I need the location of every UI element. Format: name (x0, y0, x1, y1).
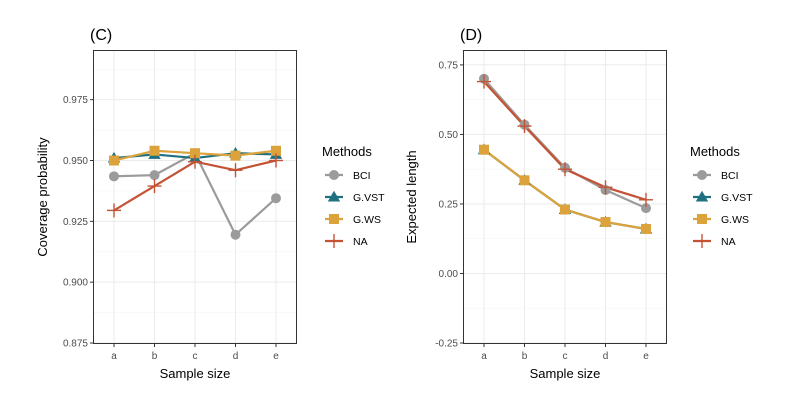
y-tick-label-c: 0.925 (63, 217, 88, 228)
y-tick-label-d: 0.50 (439, 130, 459, 141)
y-tick-label-c: 0.975 (63, 95, 88, 106)
y-tick-label-d: -0.25 (435, 339, 458, 350)
x-tick-label-c: b (152, 351, 158, 362)
legend-key-plus-icon-c (327, 234, 341, 248)
point-na-d-c (228, 163, 243, 178)
legend-label-g-vst-d: G.VST (721, 192, 753, 204)
x-tick-label-d: c (563, 351, 568, 362)
y-tick-label-c: 0.900 (63, 278, 88, 289)
legend-c: Methods BCI G.VST G.WS NA (322, 144, 385, 248)
legend-key-triangle-icon-c (327, 190, 341, 202)
y-tick-label-c: 0.875 (63, 339, 88, 350)
point-na-e-c (269, 153, 283, 168)
point-na-a-c (107, 203, 121, 218)
legend-title-c: Methods (322, 144, 372, 159)
y-tick-label-c: 0.950 (63, 156, 88, 167)
x-tick-label-d: e (643, 351, 649, 362)
legend-key-triangle-icon-d (695, 190, 709, 202)
legend-title-d: Methods (690, 144, 740, 159)
x-tick-label-d: b (522, 351, 528, 362)
legend-label-g-vst-c: G.VST (353, 192, 385, 204)
point-bci-e-c (271, 193, 281, 204)
legend-key-square-icon-d (697, 214, 707, 224)
x-axis-title-c: Sample size (160, 366, 231, 381)
point-g-ws-c-c (190, 148, 200, 159)
point-na-c-d (558, 162, 572, 177)
x-tick-label-d: d (603, 351, 609, 362)
legend-label-g-ws-d: G.WS (721, 214, 749, 226)
panel-coverage-probability: (C) 0.875 0.900 0.925 0.950 0.975 a b c d e Samp… (35, 27, 385, 381)
y-tick-label-d: 0.00 (439, 269, 459, 280)
legend-key-circle-icon-c (329, 170, 339, 180)
x-tick-label-c: a (111, 351, 117, 362)
panel-expected-length: (D) -0.25 0.00 0.25 0.50 0.75 a b c d e Sample s… (404, 27, 753, 381)
legend-label-na-d: NA (721, 236, 736, 248)
point-na-c-c (188, 154, 202, 169)
legend-key-circle-icon-d (697, 170, 707, 180)
legend-label-bci-d: BCI (721, 170, 739, 182)
point-g-ws-a-c (109, 155, 119, 166)
point-g-ws-c-d (560, 204, 570, 215)
point-g-ws-b-d (519, 175, 530, 186)
legend-key-plus-icon-d (695, 234, 709, 248)
x-tick-label-c: c (193, 351, 198, 362)
y-axis-title-d: Expected length (404, 150, 419, 243)
x-axis-title-d: Sample size (530, 366, 601, 381)
y-tick-label-d: 0.75 (439, 60, 459, 71)
point-na-b-c (147, 179, 162, 194)
legend-label-na-c: NA (353, 236, 368, 248)
x-tick-label-c: d (233, 351, 239, 362)
point-bci-b-c (149, 170, 160, 181)
legend-label-g-ws-c: G.WS (353, 214, 381, 226)
point-bci-e-d (641, 203, 651, 214)
legend-d: Methods BCI G.VST G.WS NA (690, 144, 753, 248)
point-bci-a-c (109, 171, 119, 182)
panel-label-d: (D) (460, 27, 482, 44)
x-tick-label-d: a (481, 351, 487, 362)
y-axis-title-c: Coverage probability (35, 137, 50, 257)
point-g-ws-a-d (479, 144, 489, 155)
point-g-ws-d-d (600, 217, 611, 228)
legend-key-square-icon-c (329, 214, 339, 224)
panel-label-c: (C) (90, 27, 112, 44)
point-na-b-d (517, 119, 532, 134)
point-bci-d-c (230, 229, 241, 240)
point-na-d-d (598, 180, 613, 195)
legend-label-bci-c: BCI (353, 170, 371, 182)
point-g-ws-b-c (149, 145, 160, 156)
point-g-ws-e-c (271, 145, 281, 156)
point-g-ws-e-d (641, 223, 651, 234)
point-na-e-d (639, 192, 653, 207)
x-tick-label-c: e (273, 351, 279, 362)
point-na-a-d (477, 74, 491, 89)
y-tick-label-d: 0.25 (439, 199, 459, 210)
point-g-ws-d-c (230, 150, 241, 161)
